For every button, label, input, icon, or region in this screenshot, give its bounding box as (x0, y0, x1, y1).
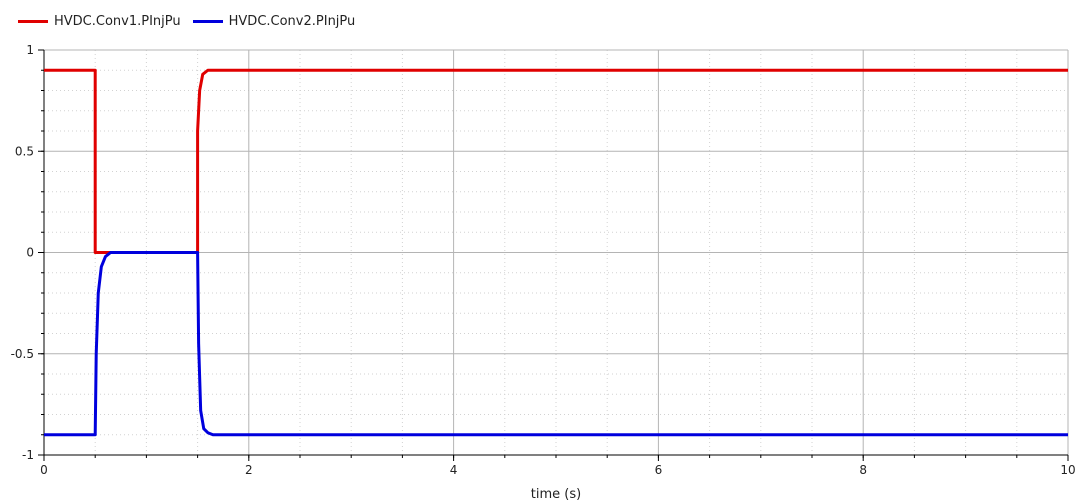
x-tick-label: 4 (450, 463, 458, 477)
y-tick-label: 0 (26, 246, 34, 260)
legend-item-conv1[interactable]: HVDC.Conv1.PInjPu (18, 14, 181, 29)
legend-item-conv2[interactable]: HVDC.Conv2.PInjPu (192, 13, 356, 29)
legend-swatch-conv1 (18, 19, 48, 23)
series-line-1 (44, 68, 1068, 254)
series-line-2 (44, 251, 1068, 437)
y-tick-label: -1 (22, 448, 34, 462)
x-tick-label: 2 (245, 463, 253, 477)
legend-label-conv2: HVDC.Conv2.PInjPu (228, 13, 356, 29)
y-tick-label: -0.5 (11, 347, 34, 361)
x-tick-label: 10 (1060, 463, 1075, 477)
y-tick-label: 0.5 (15, 144, 34, 158)
legend: HVDC.Conv1.PInjPu HVDC.Conv2.PInjPu (18, 10, 367, 32)
x-tick-label: 6 (655, 463, 663, 477)
y-tick-label: 1 (26, 43, 34, 57)
x-tick-label: 0 (40, 463, 48, 477)
x-tick-label: 8 (859, 463, 867, 477)
legend-label-conv1: HVDC.Conv1.PInjPu (54, 13, 181, 29)
x-axis-title: time (s) (531, 487, 581, 502)
legend-swatch-conv2 (192, 19, 223, 23)
